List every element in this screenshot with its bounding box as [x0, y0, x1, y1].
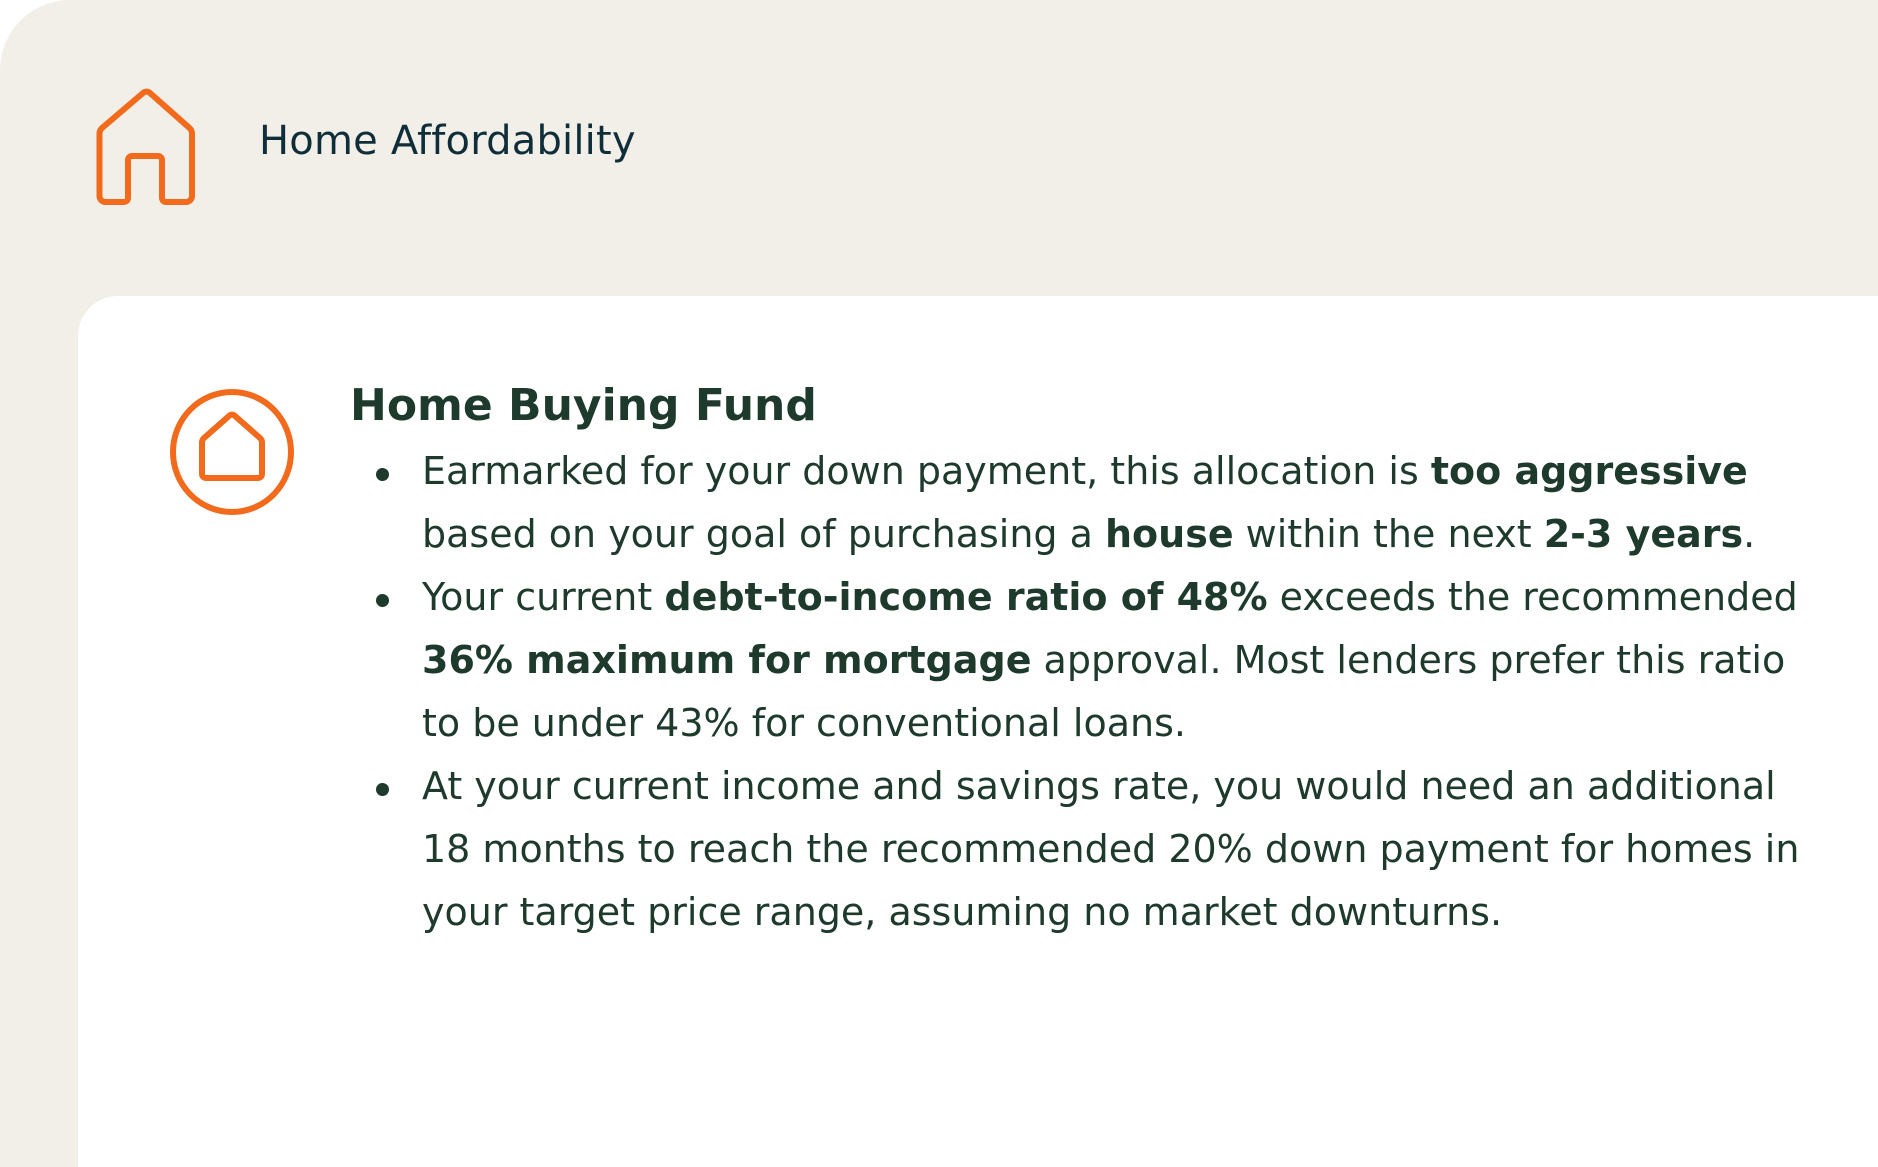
card-content: Home Buying Fund Earmarked for your down…: [350, 378, 1810, 944]
bullet-list: Earmarked for your down payment, this al…: [350, 440, 1810, 944]
house-outline-icon: [96, 88, 195, 205]
list-item: At your current income and savings rate,…: [376, 755, 1810, 944]
house-in-circle-icon: [170, 389, 294, 515]
page-title: Home Affordability: [259, 118, 636, 164]
bullet-text: exceeds the recommended: [1267, 575, 1798, 619]
list-item: Earmarked for your down payment, this al…: [376, 440, 1810, 566]
emphasis-text: house: [1104, 512, 1234, 556]
home-buying-fund-card: [78, 296, 1878, 1167]
emphasis-text: too aggressive: [1430, 449, 1748, 493]
bullet-text: Earmarked for your down payment, this al…: [422, 449, 1431, 493]
card-heading: Home Buying Fund: [350, 380, 817, 431]
bullet-text: At your current income and savings rate,…: [422, 764, 1800, 934]
emphasis-text: 36% maximum for mortgage: [422, 638, 1032, 682]
bullet-text: within the next: [1233, 512, 1544, 556]
bullet-text: based on your goal of purchasing a: [422, 512, 1105, 556]
bullet-text: approval. Most lenders prefer this ratio…: [422, 638, 1786, 745]
emphasis-text: 2-3 years: [1543, 512, 1744, 556]
bullet-text: Your current: [422, 575, 665, 619]
emphasis-text: debt-to-income ratio of 48%: [664, 575, 1268, 619]
bullet-text: .: [1743, 512, 1756, 556]
list-item: Your current debt-to-income ratio of 48%…: [376, 566, 1810, 755]
